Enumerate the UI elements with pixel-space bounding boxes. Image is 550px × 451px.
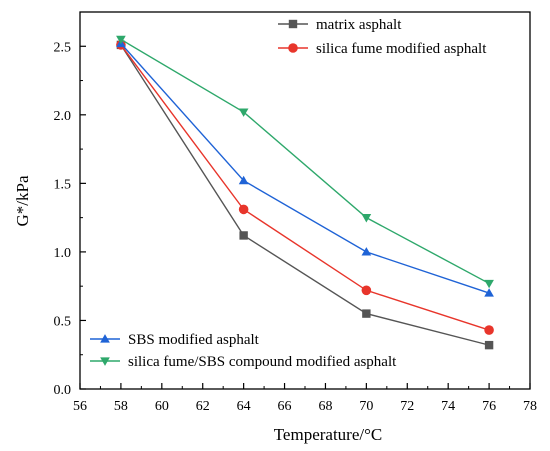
y-tick-label: 2.5 [54, 40, 72, 55]
series-line [120, 38, 490, 285]
x-tick-label: 68 [318, 399, 332, 414]
data-point [361, 285, 372, 296]
series-line [120, 43, 490, 294]
legend-label: silica fume/SBS compound modified asphal… [128, 354, 397, 370]
series-0 [116, 40, 494, 350]
series-line [120, 44, 490, 331]
y-tick-label: 1.5 [54, 177, 72, 192]
data-point [100, 357, 110, 366]
x-tick-label: 76 [482, 399, 496, 414]
x-tick-label: 62 [196, 399, 210, 414]
x-tick-label: 70 [359, 399, 373, 414]
legend-0: matrix asphalt silica fume modified aspha… [278, 17, 487, 57]
legend-item: matrix asphalt [278, 17, 402, 33]
data-point [484, 279, 494, 289]
y-axis-label: G*/kPa [13, 175, 32, 226]
legend-label: matrix asphalt [316, 17, 402, 33]
series-3 [116, 35, 494, 289]
legend-item: silica fume modified asphalt [278, 41, 487, 57]
data-point [239, 231, 248, 240]
x-axis-label: Temperature/°C [274, 425, 383, 444]
legend-item: silica fume/SBS compound modified asphal… [90, 354, 397, 370]
data-point [484, 288, 494, 297]
data-point [484, 325, 494, 335]
x-tick-label: 74 [441, 399, 455, 414]
data-point [238, 204, 249, 215]
series-1 [116, 40, 494, 335]
y-tick-label: 0.5 [54, 314, 72, 329]
data-point [484, 340, 494, 350]
y-tick-label: 1.0 [54, 246, 72, 261]
x-tick-label: 78 [523, 399, 537, 414]
x-tick-label: 58 [114, 399, 128, 414]
data-point [361, 214, 372, 223]
series-line [120, 44, 490, 346]
x-tick-label: 66 [278, 399, 292, 414]
data-point [288, 43, 298, 53]
x-tick-label: 56 [73, 399, 87, 414]
data-point [100, 334, 110, 343]
legend-1: SBS modified asphalt silica fume/SBS comp… [90, 332, 397, 370]
x-tick-label: 72 [400, 399, 414, 414]
y-tick-label: 2.0 [54, 109, 72, 124]
x-tick-label: 60 [155, 399, 169, 414]
data-point [361, 247, 372, 256]
series-2 [116, 38, 494, 297]
legend-label: SBS modified asphalt [128, 332, 260, 348]
y-tick-label: 0.0 [54, 383, 72, 398]
x-tick-label: 64 [237, 399, 251, 414]
data-point [362, 309, 371, 318]
legend-label: silica fume modified asphalt [316, 41, 487, 57]
legend-item: SBS modified asphalt [90, 332, 260, 348]
data-point [238, 175, 249, 185]
data-point [116, 35, 126, 45]
data-point [238, 108, 249, 117]
data-point [288, 19, 298, 29]
